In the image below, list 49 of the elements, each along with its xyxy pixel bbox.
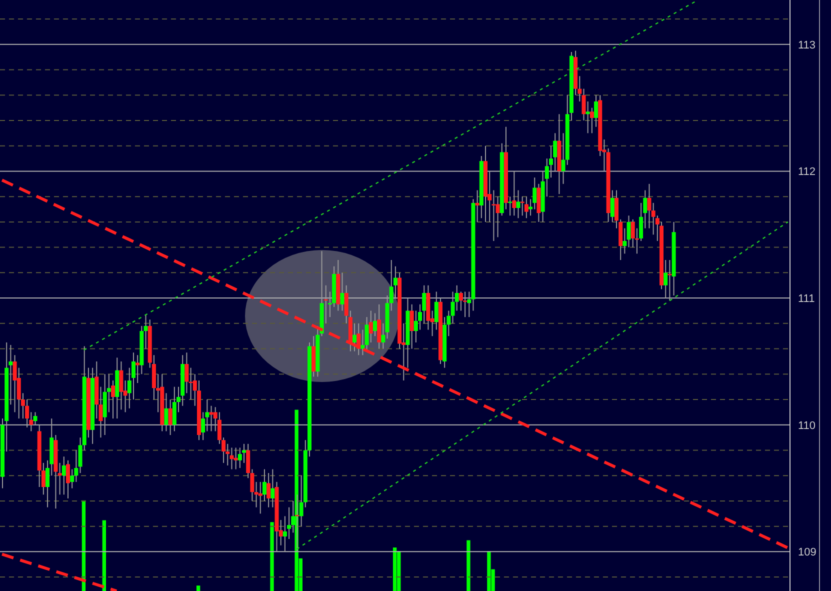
y-tick-label: 110 (798, 420, 816, 432)
y-tick-label: 112 (798, 166, 816, 178)
bar (270, 522, 274, 591)
candlestick (209, 405, 214, 432)
y-tick-label: 109 (798, 546, 816, 559)
candlestick (496, 196, 500, 238)
candlestick (622, 228, 627, 254)
bar (466, 540, 470, 591)
bar (397, 551, 401, 591)
candlestick (647, 183, 652, 229)
candlestick (188, 367, 193, 400)
candlestick (508, 196, 512, 216)
candlestick (377, 304, 382, 350)
candlestick (270, 468, 275, 508)
candlestick (381, 322, 386, 350)
y-tick-label: 113 (798, 39, 816, 52)
candlestick (238, 447, 242, 468)
candlestick (410, 304, 414, 350)
candlestick (144, 314, 148, 350)
candlestick (356, 322, 361, 356)
candlestick (352, 322, 357, 352)
candlestick (164, 392, 168, 432)
candlestick (62, 456, 66, 496)
candlestick (516, 190, 520, 219)
candlestick (512, 170, 516, 216)
candlestick (58, 462, 62, 496)
bar (392, 547, 397, 591)
bar (487, 551, 491, 591)
y-tick-label: 111 (798, 292, 815, 305)
candlestick (172, 386, 176, 432)
candlestick (360, 329, 365, 356)
candlestick (524, 196, 528, 219)
candlestick (136, 354, 140, 384)
candlestick (520, 196, 524, 216)
candlestick (230, 447, 234, 470)
candlestick (119, 360, 124, 410)
candlestick (234, 447, 238, 470)
bar (102, 520, 106, 591)
bar (196, 586, 200, 591)
candlestick (586, 100, 590, 134)
candlestick (168, 398, 172, 436)
candlestick (266, 472, 271, 508)
candlestick (340, 272, 344, 312)
candlestick (66, 460, 70, 499)
candlestick (463, 291, 468, 318)
candlestick (475, 190, 480, 222)
candlestick (626, 215, 631, 248)
candlestick (664, 259, 668, 299)
candlestick (184, 352, 189, 394)
